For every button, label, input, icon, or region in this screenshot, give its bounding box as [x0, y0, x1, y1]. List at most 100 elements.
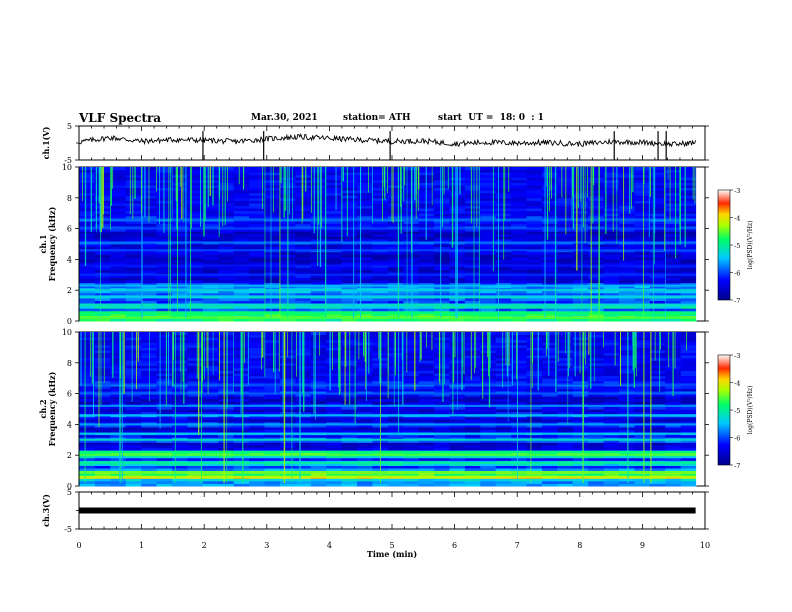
spectrogram-cell [495, 421, 512, 425]
spectrogram-cell [79, 169, 96, 173]
spectrogram-cell [526, 380, 543, 384]
spectrogram-cell [356, 406, 373, 410]
spectrogram-cell [387, 439, 404, 443]
spectrogram-cell [572, 236, 589, 240]
spectrogram-cell [619, 236, 635, 240]
spectrogram-cell [110, 226, 127, 230]
spectrogram-cell [434, 205, 450, 209]
spectrogram-cell [619, 455, 635, 459]
spectrogram-cell [187, 416, 204, 420]
spectrogram-cell [603, 313, 620, 317]
spectrogram-cell [141, 406, 158, 410]
spectrogram-cell [680, 244, 697, 248]
spectrogram-cell [249, 279, 265, 283]
spectrogram-cell [341, 290, 358, 294]
spectrogram-cell [495, 460, 512, 464]
spectrogram-cell [403, 367, 420, 371]
spectrogram-cell [110, 455, 127, 459]
spectrogram-cell [387, 480, 404, 484]
spectrogram-cell [403, 318, 420, 322]
spectrogram-cell [156, 256, 173, 260]
spectrogram-cell [680, 226, 697, 230]
spectrogram-cell [387, 401, 404, 405]
spectrogram-cell [572, 457, 589, 461]
spectrogram-cell [110, 303, 127, 307]
spectrogram-cell [295, 292, 312, 296]
spectrogram-cell [588, 462, 605, 466]
spectrogram-cell [264, 208, 281, 212]
spectrogram-cell [680, 411, 697, 415]
spectrogram-cell [495, 290, 512, 294]
spectrogram-cell [526, 303, 543, 307]
spectrogram-cell [649, 272, 666, 276]
spectrogram-cell [619, 200, 635, 204]
spectrogram-cell [464, 388, 481, 392]
spectrogram-cell [480, 473, 497, 477]
spectrogram-cell [480, 246, 497, 250]
spectrogram-cell [526, 360, 543, 364]
spectrogram-cell [110, 380, 127, 384]
spectrogram-cell [665, 202, 682, 206]
spectrogram-cell [464, 236, 481, 240]
spectrogram-cell [341, 256, 358, 260]
spectrogram-cell [79, 388, 96, 392]
spectrogram-cell [526, 478, 543, 482]
spectrogram-cell [619, 274, 635, 278]
spectrogram-cell [634, 267, 651, 271]
spectrogram-cell [572, 452, 589, 456]
spectrogram-cell [634, 187, 651, 191]
spectrogram-cell [665, 244, 682, 248]
spectrogram-cell [171, 300, 188, 304]
spectrogram-cell [187, 282, 204, 286]
spectrogram-cell [202, 277, 219, 281]
spectrogram-cell [264, 167, 281, 171]
spectrogram-cell [588, 200, 605, 204]
spectrogram-cell [572, 226, 589, 230]
spectrogram-cell [202, 391, 219, 395]
spectrogram-cell [680, 233, 697, 237]
spectrogram-cell [94, 416, 111, 420]
spectrogram-cell [387, 167, 404, 171]
spectrogram-cell [125, 305, 142, 309]
spectrogram-cell [79, 419, 96, 423]
spectrogram-cell [141, 292, 158, 296]
spectrogram-cell [434, 184, 450, 189]
spectrogram-cell [572, 447, 589, 451]
spectrogram-cell [649, 393, 666, 397]
spectrogram-cell [264, 357, 281, 361]
spectrogram-cell [557, 282, 574, 286]
spectrogram-cell [171, 447, 188, 451]
spectrogram-cell [418, 292, 435, 296]
spectrogram-cell [619, 429, 635, 433]
spectrogram-cell [202, 365, 219, 369]
spectrogram-cell [526, 192, 543, 196]
spectrogram-cell [603, 169, 620, 173]
spectrogram-cell [187, 200, 204, 204]
spectrogram-cell [649, 303, 666, 307]
spectrogram-cell [187, 424, 204, 428]
spectrogram-cell [249, 256, 265, 260]
spectrogram-band [79, 312, 697, 315]
spectrogram-cell [619, 362, 635, 366]
spectrogram-cell [495, 297, 512, 301]
spectrogram-cell [526, 228, 543, 232]
spectrogram-cell [279, 447, 296, 451]
spectrogram-cell [511, 357, 528, 361]
spectrogram-cell [326, 182, 343, 186]
spectrogram-cell [557, 373, 574, 377]
spectrogram-cell [341, 483, 358, 487]
spectrogram-cell [156, 174, 173, 178]
spectrogram-cell [356, 231, 373, 235]
spectrogram-cell [557, 167, 574, 171]
spectrogram-cell [588, 421, 605, 425]
spectrogram-cell [387, 233, 404, 237]
spectrogram-cell [557, 202, 574, 206]
spectrogram-cell [603, 424, 620, 428]
spectrogram-cell [233, 292, 250, 296]
spectrogram-cell [449, 447, 466, 451]
spectrogram-cell [326, 300, 343, 304]
spectrogram-cell [403, 385, 420, 389]
spectrogram-cell [418, 483, 435, 487]
spectrogram-cell [110, 388, 127, 392]
spectrogram-cell [125, 370, 142, 374]
